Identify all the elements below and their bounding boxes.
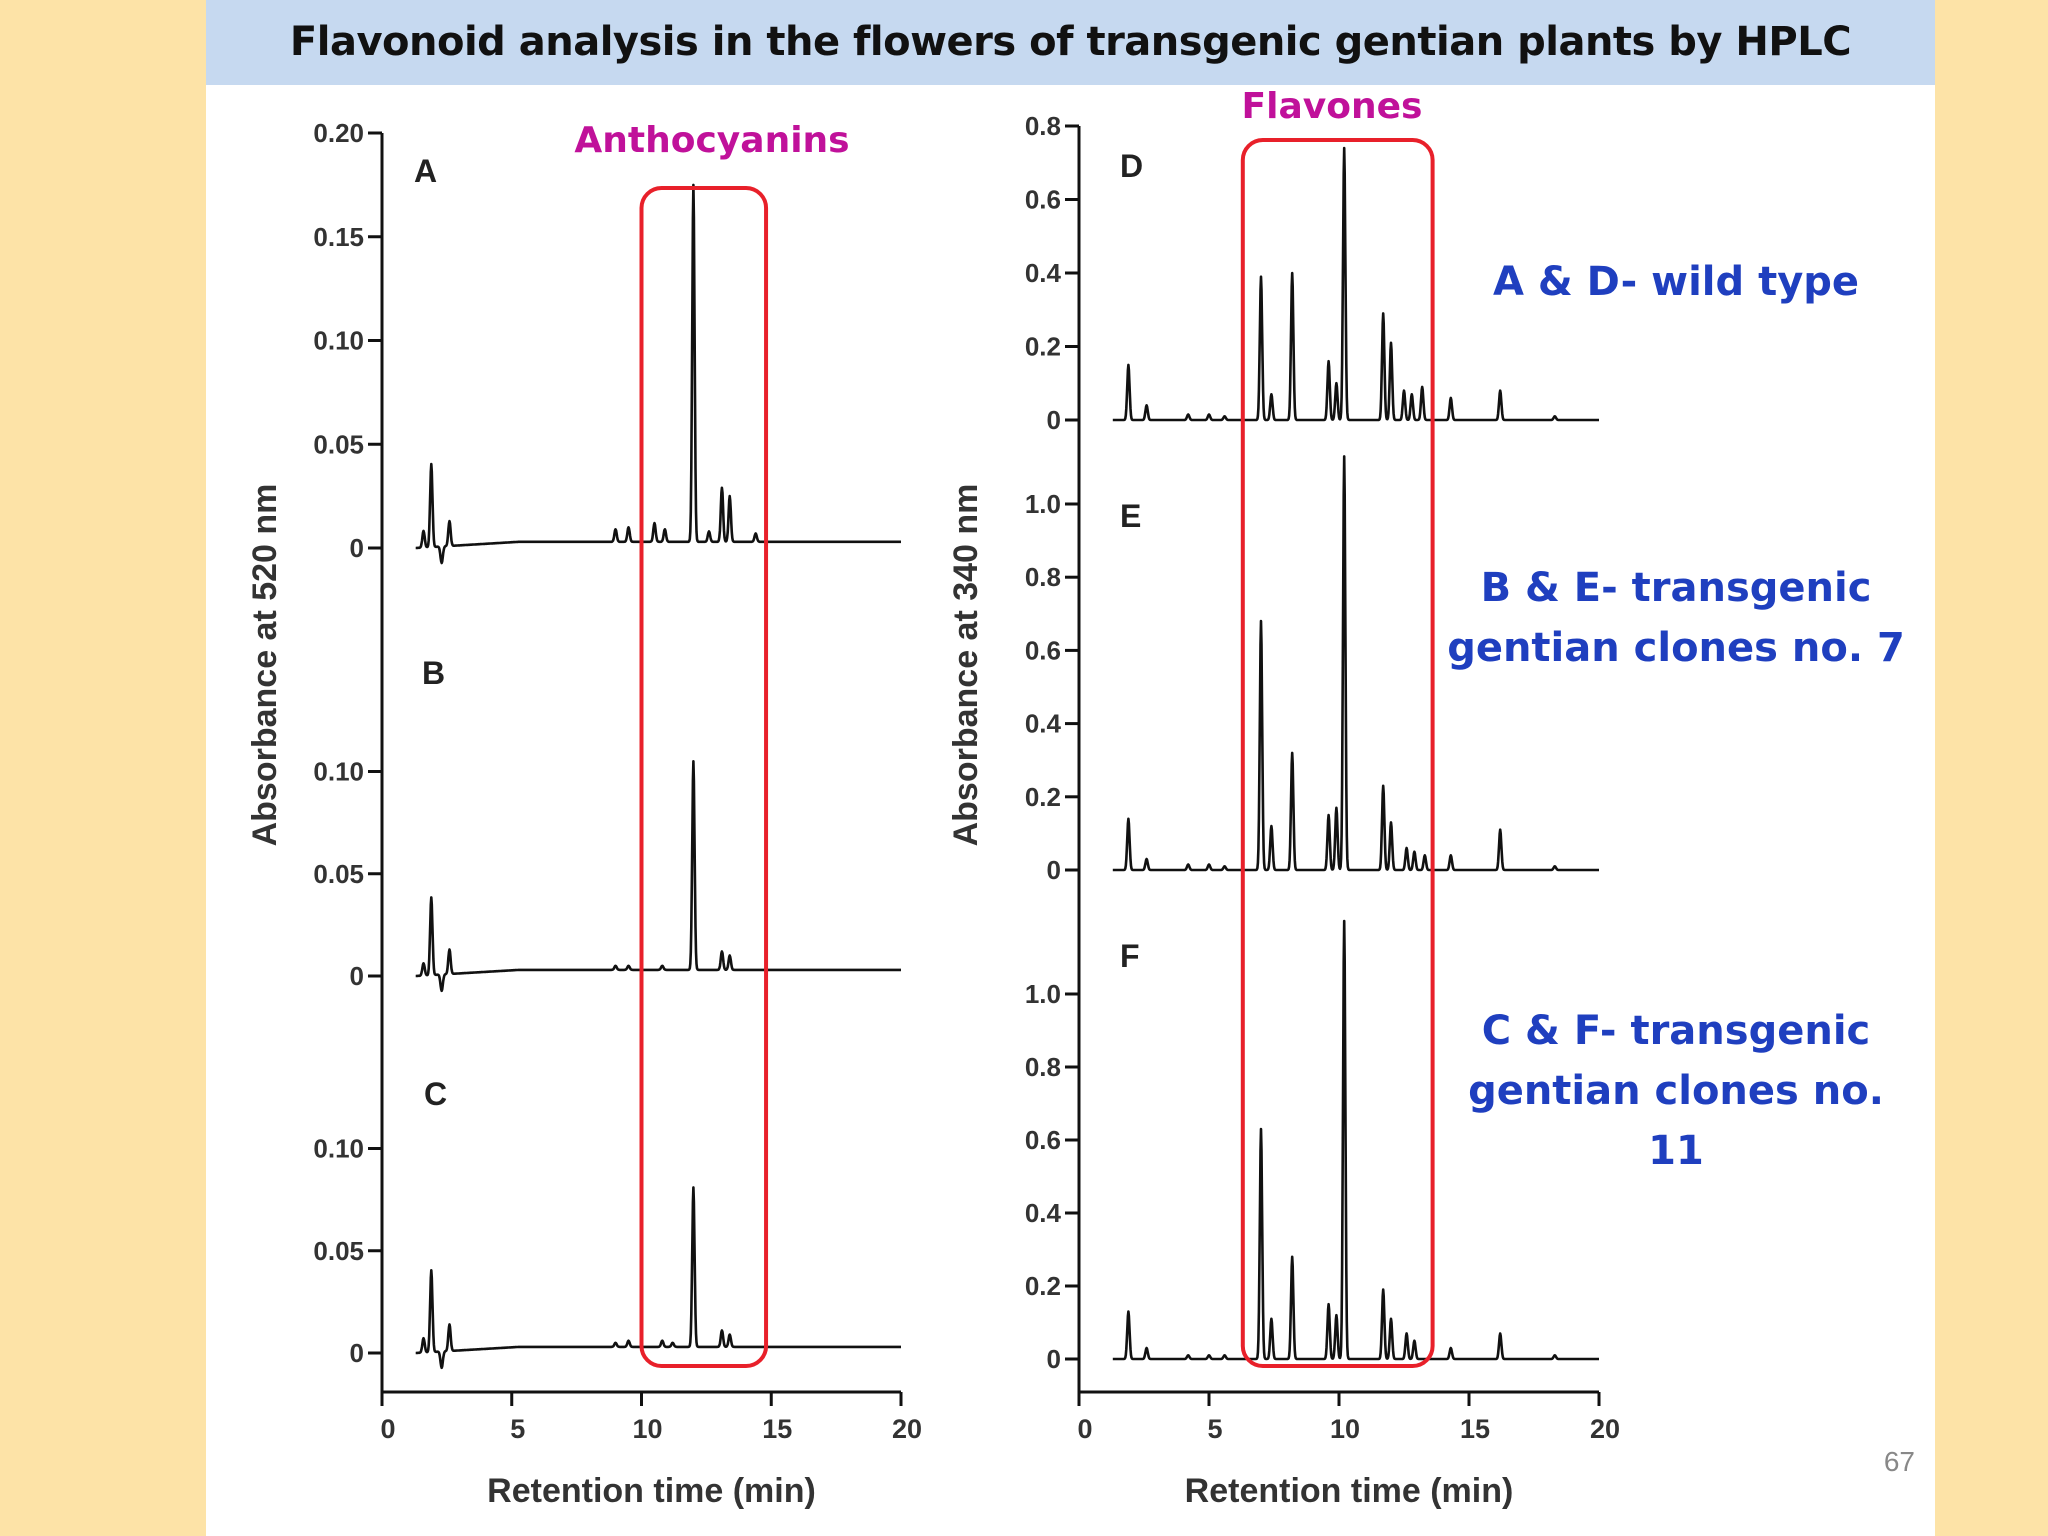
y-tick-label: 0.05 [313,859,364,889]
trace-line-b [415,760,902,993]
panel-label-f: F [1120,938,1140,974]
x-tick-label: 10 [632,1414,662,1444]
legend-be-line1: B & E- transgenic [1480,565,1872,611]
legend-clone-11: C & F- transgenic gentian clones no. 11 [1446,1001,1906,1181]
y-tick-label: 0.10 [313,757,364,787]
y-tick-label: 0.05 [313,429,364,459]
trace-line-c [415,1186,902,1370]
right-chart-group: 0 5 10 15 20 Retention time (min) Absorbance a… [947,111,1620,1510]
y-axis-label: Absorbance at 520 nm [246,484,284,847]
x-axis-label: Retention time (min) [1185,1472,1514,1510]
y-tick-label: 0.4 [1025,258,1062,288]
left-chart-group: 0 5 10 15 20 Retention time (min) Absorbance a… [246,118,922,1510]
panel-label-d: D [1120,148,1143,184]
y-tick-label: 0.2 [1025,332,1061,362]
y-tick-label: 0.6 [1025,635,1061,665]
y-tick-label: 0.6 [1025,1125,1061,1155]
trace-line-d [1112,146,1600,422]
y-tick-label: 0.4 [1025,1198,1062,1228]
flavones-label: Flavones [1242,86,1423,127]
panel-label-c: C [424,1076,447,1112]
y-tick-label: 0.4 [1025,709,1062,739]
anthocyanins-label: Anthocyanins [574,120,849,161]
legend-cf-line1: C & F- transgenic [1481,1008,1871,1054]
y-tick-label: 1.0 [1025,489,1061,519]
slide: Flavonoid analysis in the flowers of tra… [206,0,1935,1536]
trace-line-f [1112,919,1600,1361]
y-tick-label: 0.2 [1025,1271,1061,1301]
page-title: Flavonoid analysis in the flowers of tra… [289,19,1852,65]
y-tick-label: 0.20 [313,118,364,148]
title-bar: Flavonoid analysis in the flowers of tra… [206,0,1935,85]
trace-line-a [415,183,902,565]
x-tick-label: 5 [1207,1414,1222,1444]
y-tick-label: 1.0 [1025,979,1061,1009]
y-tick-label: 0.10 [313,1134,364,1164]
x-tick-label: 10 [1330,1414,1360,1444]
x-tick-label: 15 [1460,1414,1490,1444]
y-tick-label: 0 [350,533,364,563]
y-tick-label: 0.05 [313,1236,364,1266]
y-tick-label: 0.2 [1025,782,1061,812]
y-tick-label: 0.15 [313,222,364,252]
panel-label-b: B [422,655,445,691]
y-tick-label: 0 [1047,855,1061,885]
x-tick-label: 0 [1077,1414,1092,1444]
x-tick-label: 0 [380,1414,395,1444]
y-tick-label: 0 [350,1338,364,1368]
x-tick-label: 15 [762,1414,792,1444]
x-tick-label: 20 [1590,1414,1620,1444]
y-tick-label: 0.8 [1025,1052,1061,1082]
legend-ad-line: A & D- wild type [1492,259,1860,305]
legend-wild-type: A & D- wild type [1446,252,1906,312]
legend-be-line2: gentian clones no. 7 [1447,625,1905,671]
y-tick-label: 0 [1047,405,1061,435]
panel-label-e: E [1120,498,1141,534]
x-tick-label: 5 [510,1414,525,1444]
x-tick-label: 20 [892,1414,922,1444]
chromatogram-figure: 0 5 10 15 20 Retention time (min) Absorbance a… [246,86,1620,1510]
flavones-highlight-box [1240,138,1435,1368]
y-tick-label: 0.8 [1025,562,1061,592]
y-tick-label: 0.6 [1025,185,1061,215]
x-axis-label: Retention time (min) [487,1472,816,1510]
legend-clone-7: B & E- transgenic gentian clones no. 7 [1446,558,1906,678]
y-axis-label: Absorbance at 340 nm [947,484,985,847]
y-tick-label: 0.8 [1025,111,1061,141]
trace-line-e [1112,455,1600,872]
y-tick-label: 0 [350,961,364,991]
y-tick-label: 0 [1047,1344,1061,1374]
page-number: 67 [1883,1446,1915,1477]
legend-cf-line2: gentian clones no. 11 [1468,1068,1884,1174]
panel-label-a: A [414,153,437,189]
y-tick-label: 0.10 [313,326,364,356]
anthocyanins-highlight-box [639,186,769,1368]
